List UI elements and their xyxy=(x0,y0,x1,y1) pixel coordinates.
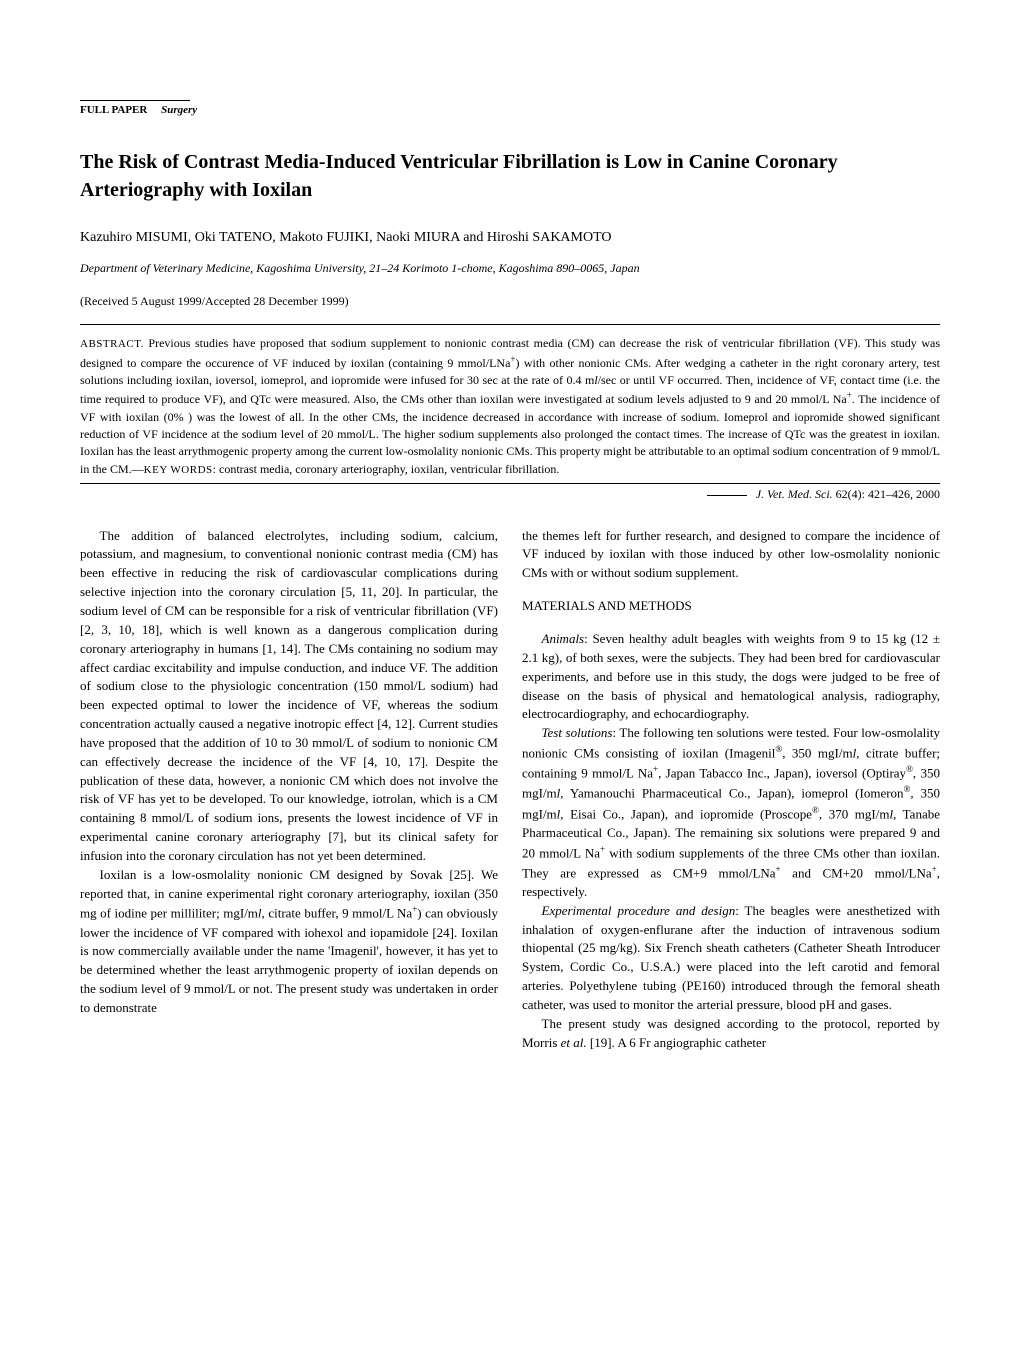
paper-title: The Risk of Contrast Media-Induced Ventr… xyxy=(80,148,940,204)
section-label: FULL PAPER Surgery xyxy=(80,103,940,118)
paragraph-text: and CM+20 mmol/LNa xyxy=(781,865,932,880)
subsection-label: Experimental procedure and design xyxy=(542,903,736,918)
received-date: (Received 5 August 1999/Accepted 28 Dece… xyxy=(80,293,940,310)
body-paragraph: the themes left for further research, an… xyxy=(522,527,940,584)
abstract-label: ABSTRACT. xyxy=(80,338,144,350)
authors: Kazuhiro MISUMI, Oki TATENO, Makoto FUJI… xyxy=(80,228,940,248)
keywords: : contrast media, coronary arteriography… xyxy=(213,462,560,476)
paragraph-text: ) can obviously lower the incidence of V… xyxy=(80,906,498,1015)
subsection-label: Animals xyxy=(542,631,585,646)
left-column: The addition of balanced electrolytes, i… xyxy=(80,527,498,1053)
abstract-top-rule xyxy=(80,324,940,325)
body-paragraph: The addition of balanced electrolytes, i… xyxy=(80,527,498,866)
body-paragraph: The present study was designed according… xyxy=(522,1015,940,1053)
paragraph-text: , citrate buffer, 9 mmol/L Na xyxy=(262,906,413,921)
body-paragraph: Animals: Seven healthy adult beagles wit… xyxy=(522,630,940,724)
affiliation: Department of Veterinary Medicine, Kagos… xyxy=(80,260,940,277)
header-rule xyxy=(80,100,190,101)
body-paragraph: Test solutions: The following ten soluti… xyxy=(522,724,940,902)
paragraph-text: : The beagles were anesthetized with inh… xyxy=(522,903,940,1012)
paragraph-text: [19]. A 6 Fr angiographic catheter xyxy=(587,1035,766,1050)
citation-ref: 62(4): 421–426, 2000 xyxy=(833,487,940,501)
paragraph-text: : Seven healthy adult beagles with weigh… xyxy=(522,631,940,721)
abstract-bottom-rule xyxy=(80,483,940,484)
et-al: et al. xyxy=(561,1035,587,1050)
citation-dash xyxy=(707,495,747,496)
superscript-reg: ® xyxy=(906,764,913,774)
paper-type: FULL PAPER xyxy=(80,104,147,116)
subsection-label: Test solutions xyxy=(542,725,613,740)
body-columns: The addition of balanced electrolytes, i… xyxy=(80,527,940,1053)
keywords-label: KEY WORDS xyxy=(144,464,213,476)
journal-name: J. Vet. Med. Sci. xyxy=(756,487,833,501)
right-column: the themes left for further research, an… xyxy=(522,527,940,1053)
paragraph-text: , Yamanouchi Pharmaceutical Co., Japan),… xyxy=(560,786,903,801)
section-heading: MATERIALS AND METHODS xyxy=(522,597,940,616)
paper-category: Surgery xyxy=(161,104,197,116)
paragraph-text: , 350 mgI/m xyxy=(782,745,852,760)
paragraph-text: , Eisai Co., Japan), and iopromide (Pros… xyxy=(560,806,812,821)
paragraph-text: , 370 mgI/m xyxy=(819,806,890,821)
body-paragraph: Experimental procedure and design: The b… xyxy=(522,902,940,1015)
citation: J. Vet. Med. Sci. 62(4): 421–426, 2000 xyxy=(80,486,940,503)
paragraph-text: , Japan Tabacco Inc., Japan), ioversol (… xyxy=(658,766,906,781)
superscript-reg: ® xyxy=(812,805,819,815)
body-paragraph: Ioxilan is a low-osmolality nonionic CM … xyxy=(80,866,498,1018)
abstract: ABSTRACT. Previous studies have proposed… xyxy=(80,335,940,479)
